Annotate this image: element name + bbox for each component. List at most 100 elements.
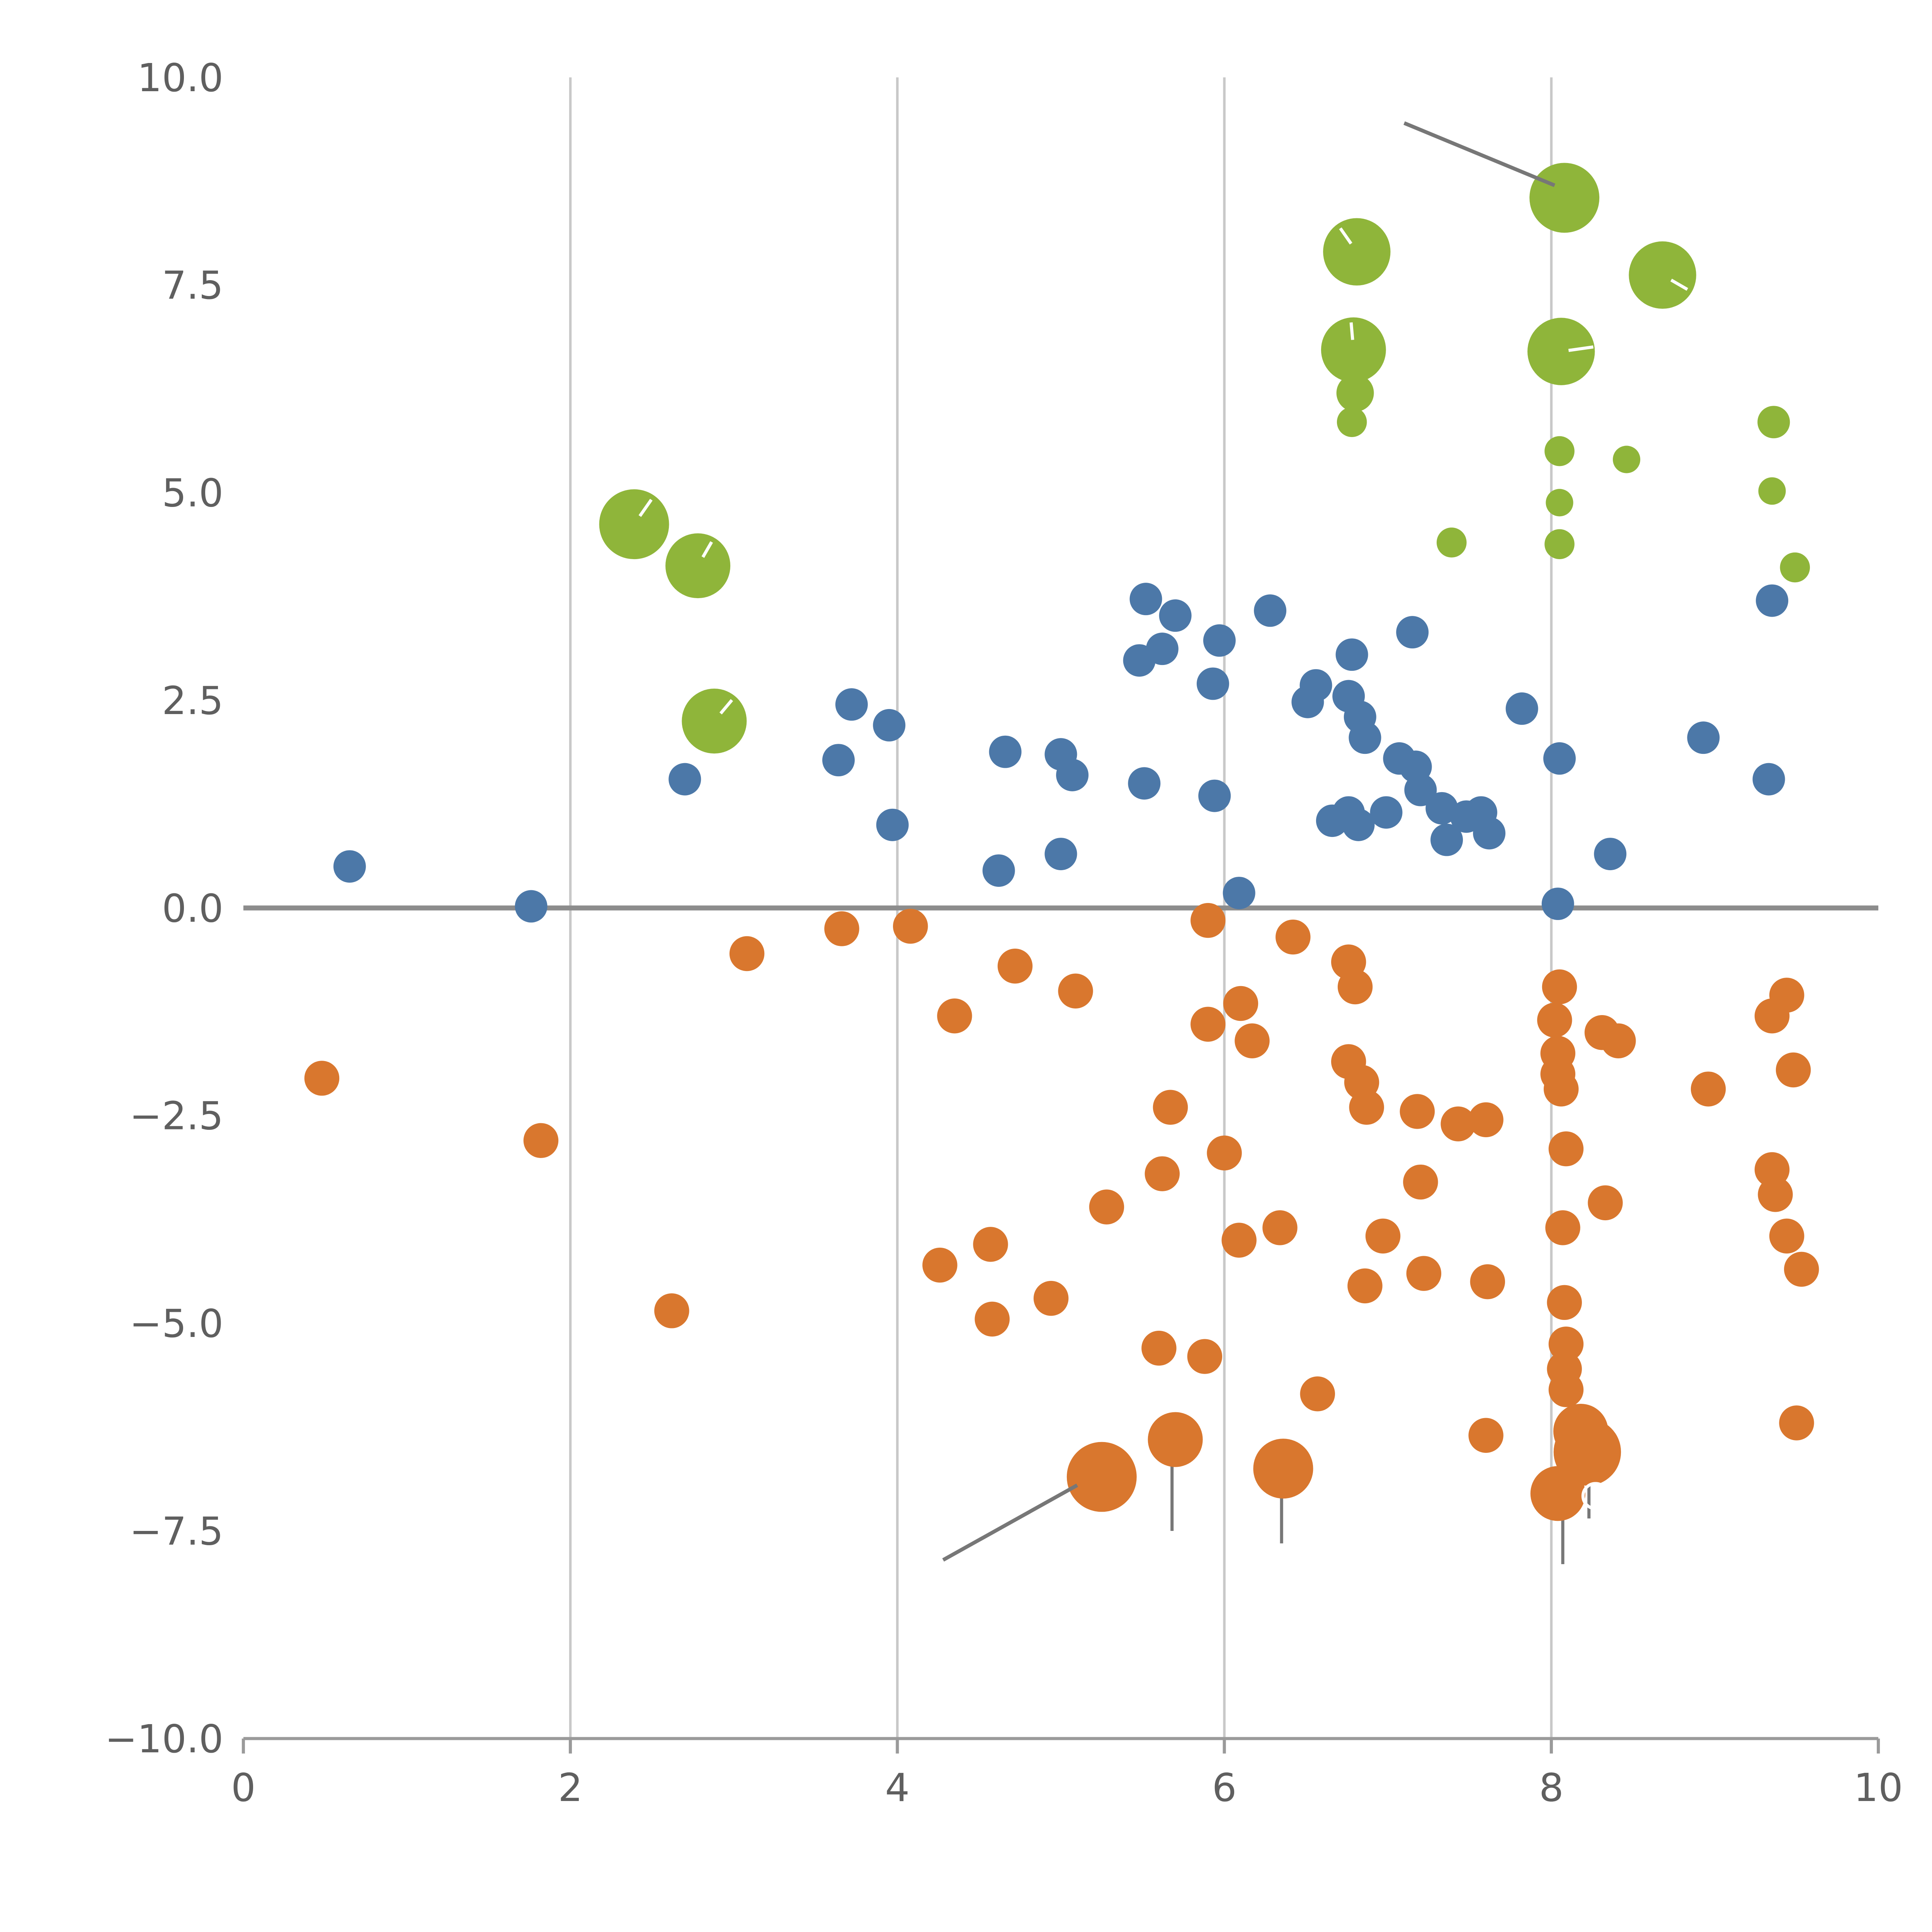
white-tick-mark: [1339, 227, 1352, 245]
y-tick-label: 2.5: [162, 678, 223, 723]
white-tick-mark: [1349, 322, 1354, 340]
x-tick-label: 8: [1539, 1765, 1564, 1810]
blue-point: [1056, 759, 1089, 791]
blue-point: [1752, 763, 1785, 796]
blue-point: [873, 709, 906, 742]
orange-point: [1548, 1372, 1584, 1407]
y-tick-label: 10.0: [137, 55, 223, 100]
blue-point: [1543, 742, 1576, 775]
blue-point: [1342, 808, 1375, 841]
orange-point: [1470, 1264, 1505, 1299]
orange-point: [1542, 969, 1577, 1005]
blue-point: [1335, 638, 1368, 671]
blue-point: [1349, 721, 1381, 754]
orange-point: [1365, 1218, 1401, 1254]
orange-point: [1190, 1007, 1226, 1042]
orange-point: [1468, 1102, 1503, 1138]
orange-point: [973, 1227, 1008, 1262]
orange-point: [1033, 1281, 1069, 1316]
blue-point: [1223, 877, 1255, 910]
blue-point: [1404, 774, 1437, 806]
green-point: [599, 489, 669, 560]
blue-point: [1425, 792, 1458, 825]
orange-point: [654, 1293, 689, 1328]
orange-point: [1223, 986, 1259, 1021]
orange-point: [1347, 1268, 1383, 1304]
orange-point: [1548, 1131, 1584, 1167]
blue-point: [1370, 796, 1403, 829]
blue-point: [876, 808, 909, 841]
orange-point: [1221, 1223, 1257, 1258]
orange-point: [1690, 1071, 1726, 1107]
white-tick-mark: [1568, 345, 1594, 352]
orange-point: [1779, 1405, 1814, 1440]
y-tick-label: 0.0: [162, 886, 223, 931]
orange-point: [1537, 1002, 1572, 1038]
leader-line: [1403, 121, 1556, 187]
blue-point: [1541, 888, 1574, 920]
orange-point: [1235, 1023, 1270, 1058]
green-point: [1544, 529, 1575, 560]
green-point: [1337, 407, 1367, 437]
orange-point: [1588, 1185, 1623, 1221]
orange-point: [1784, 1252, 1819, 1287]
x-tick-label: 2: [558, 1765, 583, 1810]
blue-point: [1396, 616, 1429, 649]
blue-point: [1203, 624, 1236, 657]
orange-point: [1545, 1210, 1580, 1245]
orange-point: [922, 1247, 957, 1283]
green-point: [1757, 406, 1790, 439]
green-point: [1436, 527, 1467, 558]
blue-point: [1473, 817, 1506, 850]
blue-point: [1594, 838, 1627, 871]
orange-point: [1253, 1439, 1313, 1499]
y-tick-label: −10.0: [105, 1716, 223, 1762]
orange-point: [1601, 1023, 1636, 1058]
blue-point: [1505, 692, 1538, 725]
orange-point: [1190, 903, 1226, 938]
blue-point: [989, 735, 1022, 768]
orange-point: [1776, 1052, 1811, 1088]
white-tick-mark: [719, 699, 733, 714]
orange-point: [1544, 1071, 1579, 1107]
orange-point: [975, 1301, 1010, 1337]
blue-point: [822, 744, 855, 777]
blue-point: [1430, 823, 1463, 856]
orange-point: [1141, 1330, 1177, 1366]
orange-point: [1262, 1210, 1298, 1245]
blue-point: [1044, 838, 1077, 871]
orange-point: [1548, 1327, 1584, 1362]
blue-point: [333, 850, 366, 883]
orange-point: [1148, 1412, 1203, 1467]
green-point: [1336, 374, 1374, 412]
green-point: [1529, 163, 1600, 233]
orange-point: [997, 949, 1033, 984]
orange-point: [1440, 1106, 1476, 1141]
blue-point: [1756, 584, 1789, 617]
y-tick-label: −2.5: [129, 1094, 223, 1139]
green-point: [1544, 436, 1575, 466]
green-point: [1321, 317, 1386, 383]
green-point: [1758, 477, 1786, 505]
orange-point: [729, 936, 765, 971]
orange-point: [1468, 1418, 1503, 1453]
orange-point: [1547, 1285, 1582, 1320]
blue-point: [1159, 599, 1192, 632]
green-point: [1612, 446, 1641, 473]
orange-point: [1337, 969, 1373, 1005]
y-tick-label: 7.5: [162, 263, 223, 308]
blue-point: [1129, 583, 1162, 616]
green-point: [1546, 489, 1573, 517]
y-tick-label: −7.5: [129, 1509, 223, 1554]
green-point: [682, 689, 747, 754]
orange-point: [523, 1123, 559, 1158]
green-point: [665, 533, 731, 599]
orange-point: [1403, 1164, 1438, 1200]
orange-point: [1758, 1177, 1793, 1212]
blue-point: [1196, 667, 1229, 700]
orange-point: [824, 911, 859, 946]
orange-point: [1089, 1189, 1124, 1225]
y-tick-label: −5.0: [129, 1301, 223, 1346]
